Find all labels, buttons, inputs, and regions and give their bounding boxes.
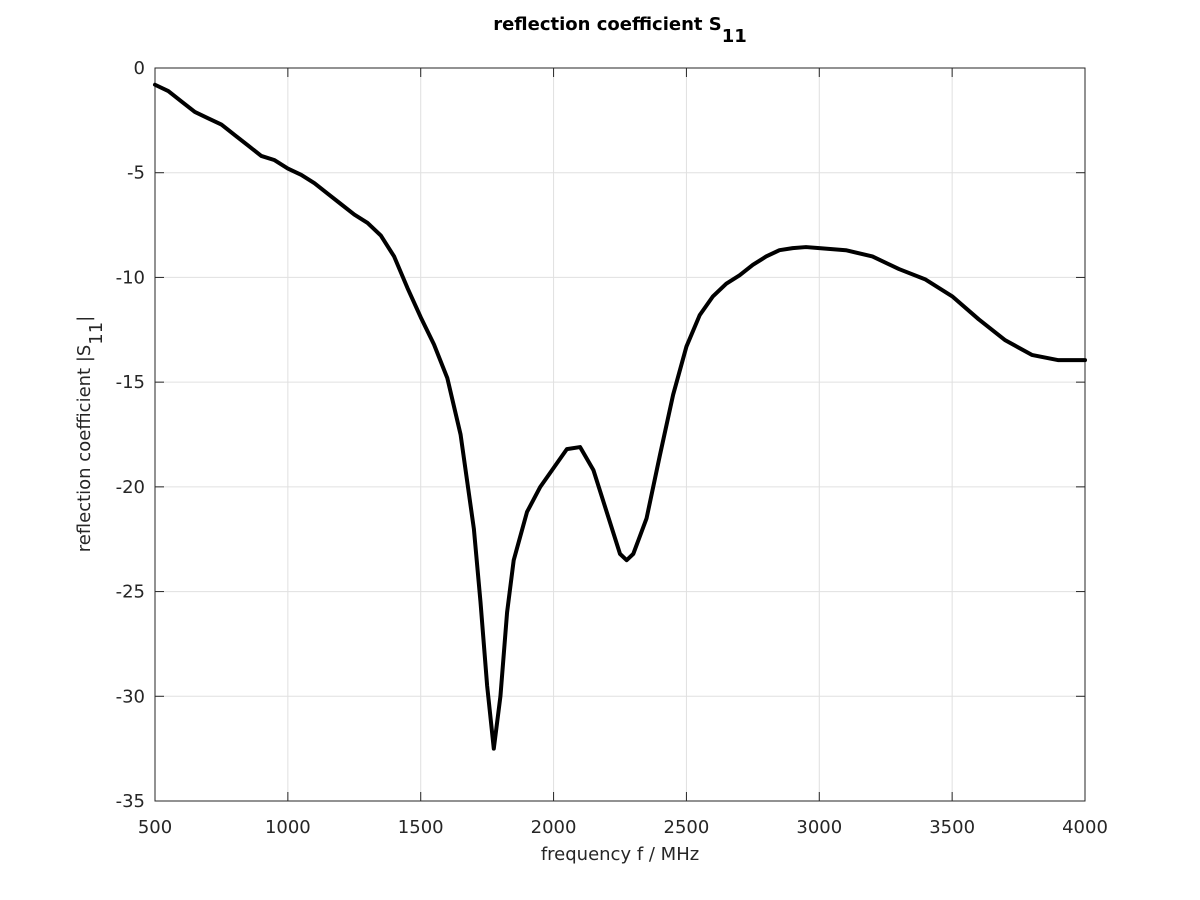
title-subscript: 11 [722, 26, 747, 47]
x-tick-label: 1500 [398, 817, 444, 838]
y-tick-label: -20 [116, 477, 145, 498]
chart-title: reflection coefficient S11 [493, 14, 747, 47]
x-tick-label: 4000 [1062, 817, 1108, 838]
plot-frame [154, 67, 1086, 802]
y-tick-label: -25 [116, 582, 145, 603]
y-tick-label: -30 [116, 686, 145, 707]
y-tick-label: -5 [127, 163, 145, 184]
y-tick-label: -35 [116, 791, 145, 812]
y-tick-label: 0 [134, 58, 145, 79]
x-tick-label: 3500 [929, 817, 975, 838]
x-axis-label: frequency f / MHz [541, 844, 699, 865]
data-line [153, 82, 1087, 751]
y-label-text: reflection coefficient |S [74, 345, 95, 553]
x-tick-label: 500 [138, 817, 172, 838]
y-label-subscript: 11 [86, 322, 107, 345]
y-tick-label: -10 [116, 267, 145, 288]
y-axis-label: reflection coefficient |S11| [74, 316, 107, 553]
x-tick-label: 3000 [796, 817, 842, 838]
x-tick-label: 1000 [265, 817, 311, 838]
y-label-suffix: | [74, 316, 95, 322]
y-tick-label: -15 [116, 372, 145, 393]
title-text: reflection coefficient S [493, 14, 722, 35]
x-tick-label: 2500 [664, 817, 710, 838]
x-tick-label: 2000 [531, 817, 577, 838]
